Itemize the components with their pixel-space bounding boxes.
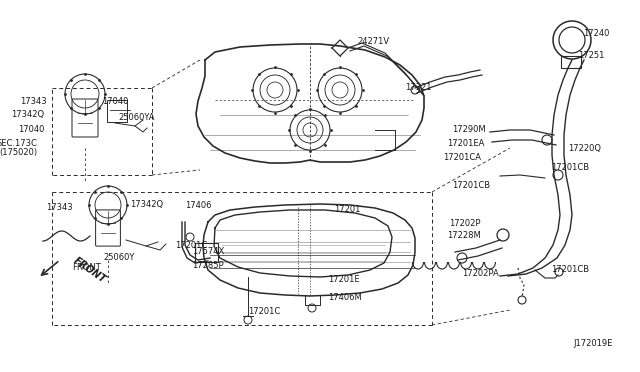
Text: FRONT: FRONT (72, 255, 108, 285)
Text: 17343: 17343 (20, 96, 47, 106)
Text: 17406M: 17406M (328, 294, 362, 302)
Text: 25060Y: 25060Y (103, 253, 134, 262)
Text: (175020): (175020) (0, 148, 37, 157)
Text: 17201CB: 17201CB (551, 266, 589, 275)
Text: 17240: 17240 (583, 29, 609, 38)
Text: 17040: 17040 (18, 125, 44, 134)
Text: 17290M: 17290M (452, 125, 486, 135)
Text: 17201C: 17201C (248, 307, 280, 315)
Text: SEC.173C: SEC.173C (0, 138, 37, 148)
Text: 17201CB: 17201CB (452, 180, 490, 189)
Text: 17574X: 17574X (192, 247, 224, 257)
Text: 17220Q: 17220Q (568, 144, 601, 153)
Text: 17201EA: 17201EA (447, 138, 484, 148)
Text: 17201E: 17201E (328, 275, 360, 283)
Text: 17251: 17251 (578, 51, 604, 60)
Text: 17201: 17201 (334, 205, 360, 215)
Text: 17406: 17406 (185, 201, 211, 209)
Text: 17201C: 17201C (175, 241, 207, 250)
Bar (561, 56, 581, 68)
Text: J172019E: J172019E (573, 340, 612, 349)
Text: 17201CB: 17201CB (551, 164, 589, 173)
Text: 17285P: 17285P (192, 260, 223, 269)
Text: 17040: 17040 (102, 96, 129, 106)
Text: 17342Q: 17342Q (11, 110, 44, 119)
Text: 17202P: 17202P (449, 218, 481, 228)
Text: FRONT: FRONT (72, 263, 100, 273)
Text: 17201CA: 17201CA (443, 153, 481, 161)
Text: 17321: 17321 (405, 83, 431, 93)
Text: 17202PA: 17202PA (462, 269, 499, 278)
Text: 17342Q: 17342Q (130, 201, 163, 209)
Text: 24271V: 24271V (357, 38, 389, 46)
Bar (107, 100, 127, 122)
Text: 17343: 17343 (46, 203, 73, 212)
Text: 17228M: 17228M (447, 231, 481, 240)
Text: 25060YA: 25060YA (118, 113, 154, 122)
